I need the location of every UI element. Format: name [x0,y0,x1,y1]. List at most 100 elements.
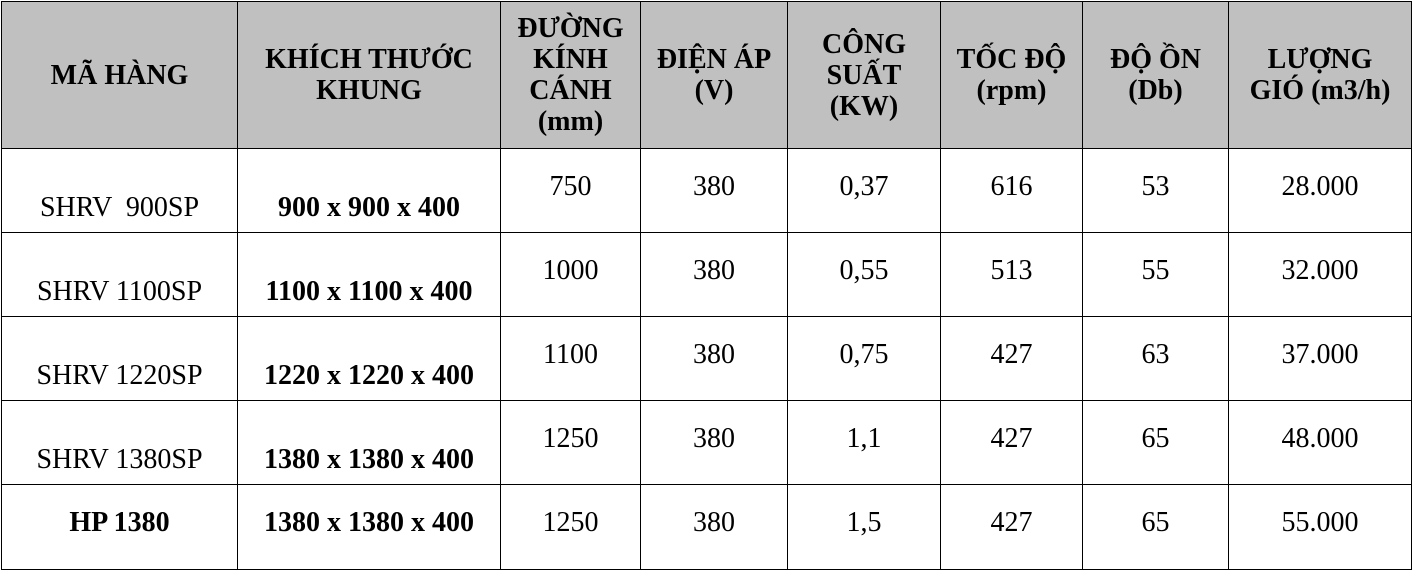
cell-text: SHRV 1100SP [36,276,203,307]
cell-text: 616 [990,171,1033,202]
cell-text: 380 [693,171,735,202]
header-cell: ĐỘ ỒN (Db) [1082,1,1229,149]
cell-text: 37.000 [1281,339,1359,370]
cell-text: 1100 [543,339,598,370]
cell-text: 1380 x 1380 x 400 [264,444,474,475]
table-cell: 0,55 [787,232,941,317]
cell-text: 1250 [542,423,599,454]
cell-text: 380 [693,507,735,538]
table-cell: 750 [500,148,641,233]
cell-text: 63 [1141,339,1170,370]
cell-text: 380 [693,423,735,454]
table-cell: 65 [1082,484,1229,570]
cell-text: 1220 x 1220 x 400 [264,360,474,391]
table-cell: 616 [940,148,1083,233]
cell-text: 48.000 [1281,423,1359,454]
table-cell: SHRV 1220SP [1,316,238,401]
header-text: KHUNG [316,75,422,106]
header-text: ĐIỆN ÁP [656,44,772,75]
cell-text: SHRV 1220SP [36,360,203,391]
table-cell: SHRV 1380SP [1,400,238,485]
cell-text: SHRV 1380SP [36,444,203,475]
table-cell: 380 [640,484,788,570]
table-cell: 1250 [500,400,641,485]
header-text: CÔNG [822,28,906,60]
header-text: ĐỘ ỒN [1110,44,1201,75]
header-cell: KHÍCH THƯỚC KHUNG [237,1,501,149]
cell-text: 0,75 [839,339,889,370]
cell-text: 53 [1141,171,1170,202]
header-text: (V) [694,75,734,106]
cell-text: 427 [990,507,1033,538]
table-cell: 65 [1082,400,1229,485]
header-cell: MÃ HÀNG [1,1,238,149]
cell-text: 513 [990,255,1033,286]
table-cell: 0,37 [787,148,941,233]
header-text: SUẤT [826,59,902,91]
header-text: (rpm) [976,75,1047,106]
header-text: KHÍCH THƯỚC [265,44,473,75]
header-cell: LƯỢNG GIÓ (m3/h) [1228,1,1412,149]
cell-text: 55 [1141,255,1170,286]
table-cell: 1,1 [787,400,941,485]
header-cell: ĐIỆN ÁP (V) [640,1,788,149]
cell-text: 1000 [542,255,599,286]
header-text: MÃ HÀNG [50,59,189,91]
table-cell: 1380 x 1380 x 400 [237,400,501,485]
table-cell: 53 [1082,148,1229,233]
table-cell: 55.000 [1228,484,1412,570]
cell-text: SHRV 900SP [39,192,200,223]
table-cell: 0,75 [787,316,941,401]
cell-text: 427 [990,423,1033,454]
table-cell: 32.000 [1228,232,1412,317]
table-cell: SHRV 900SP [1,148,238,233]
header-cell: TỐC ĐỘ (rpm) [940,1,1083,149]
table-cell: 1380 x 1380 x 400 [237,484,501,570]
header-text: TỐC ĐỘ [956,44,1067,75]
table-cell: 63 [1082,316,1229,401]
cell-text: 900 x 900 x 400 [278,192,460,223]
cell-text: 28.000 [1281,171,1359,202]
header-cell: CÔNG SUẤT (KW) [787,1,941,149]
table-cell: 28.000 [1228,148,1412,233]
table-cell: 1,5 [787,484,941,570]
table-cell: 55 [1082,232,1229,317]
header-text: ĐƯỜNG [517,13,624,44]
table-cell: 1000 [500,232,641,317]
header-text: (mm) [537,106,604,137]
table-cell: 1250 [500,484,641,570]
cell-text: 1,5 [846,507,882,538]
table-cell: 1100 [500,316,641,401]
header-text: KÍNH [533,44,608,75]
cell-text: 55.000 [1281,507,1359,538]
table-cell: 380 [640,232,788,317]
table-cell: 380 [640,316,788,401]
header-cell: ĐƯỜNG KÍNH CÁNH (mm) [500,1,641,149]
header-text: GIÓ (m3/h) [1249,75,1391,106]
table-cell: 380 [640,400,788,485]
cell-text: 1100 x 1100 x 400 [265,276,473,307]
table-cell: 900 x 900 x 400 [237,148,501,233]
table-cell: SHRV 1100SP [1,232,238,317]
header-text: (Db) [1128,75,1183,106]
cell-text: 427 [990,339,1033,370]
cell-text: 65 [1141,507,1170,538]
cell-text: 1380 x 1380 x 400 [264,507,474,538]
table-cell: HP 1380 [1,484,238,570]
cell-text: 1,1 [846,423,882,454]
cell-text: 32.000 [1281,255,1359,286]
table-cell: 1220 x 1220 x 400 [237,316,501,401]
table-cell: 1100 x 1100 x 400 [237,232,501,317]
header-text: (KW) [829,90,899,122]
cell-text: 380 [693,339,735,370]
table-cell: 427 [940,316,1083,401]
cell-text: 65 [1141,423,1170,454]
cell-text: 750 [549,171,592,202]
table-cell: 427 [940,484,1083,570]
cell-text: 1250 [542,507,599,538]
cell-text: 380 [693,255,735,286]
table-cell: 427 [940,400,1083,485]
table-cell: 380 [640,148,788,233]
cell-text: HP 1380 [69,507,170,538]
table-cell: 48.000 [1228,400,1412,485]
